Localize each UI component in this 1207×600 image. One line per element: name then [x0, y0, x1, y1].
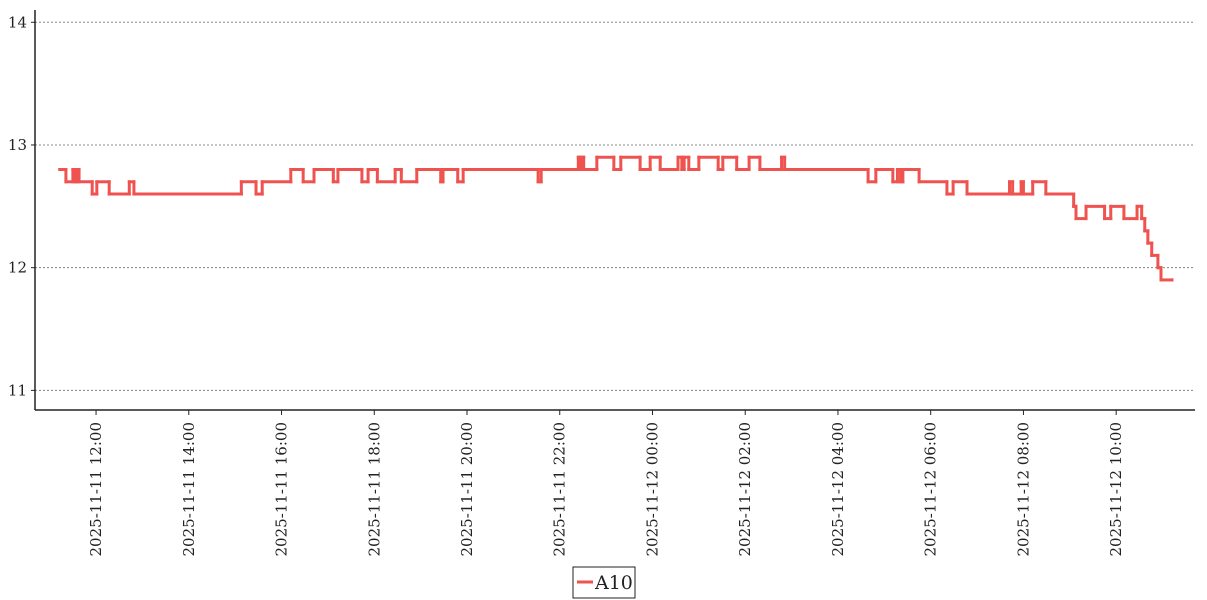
x-tick-label: 2025-11-11 16:00	[273, 422, 291, 556]
y-tick-label: 12	[8, 259, 27, 277]
y-tick-label: 14	[8, 13, 27, 31]
x-tick-label: 2025-11-12 06:00	[922, 422, 940, 556]
x-tick-label: 2025-11-11 22:00	[551, 422, 569, 556]
x-tick-label: 2025-11-12 08:00	[1014, 422, 1032, 556]
x-tick-label: 2025-11-12 02:00	[736, 422, 754, 556]
legend: A10	[572, 566, 636, 599]
x-tick-label: 2025-11-12 04:00	[829, 422, 847, 556]
x-tick-label: 2025-11-11 14:00	[180, 422, 198, 556]
x-tick-label: 2025-11-12 00:00	[643, 422, 661, 556]
x-tick-label: 2025-11-11 20:00	[458, 422, 476, 556]
y-tick-label: 13	[8, 136, 27, 154]
x-tick-label: 2025-11-11 18:00	[365, 422, 383, 556]
series	[58, 155, 1174, 282]
x-tick-label: 2025-11-12 10:00	[1107, 422, 1125, 556]
legend-label: A10	[594, 572, 633, 594]
x-tick-label: 2025-11-11 12:00	[87, 422, 105, 556]
y-tick-label: 11	[8, 381, 27, 399]
